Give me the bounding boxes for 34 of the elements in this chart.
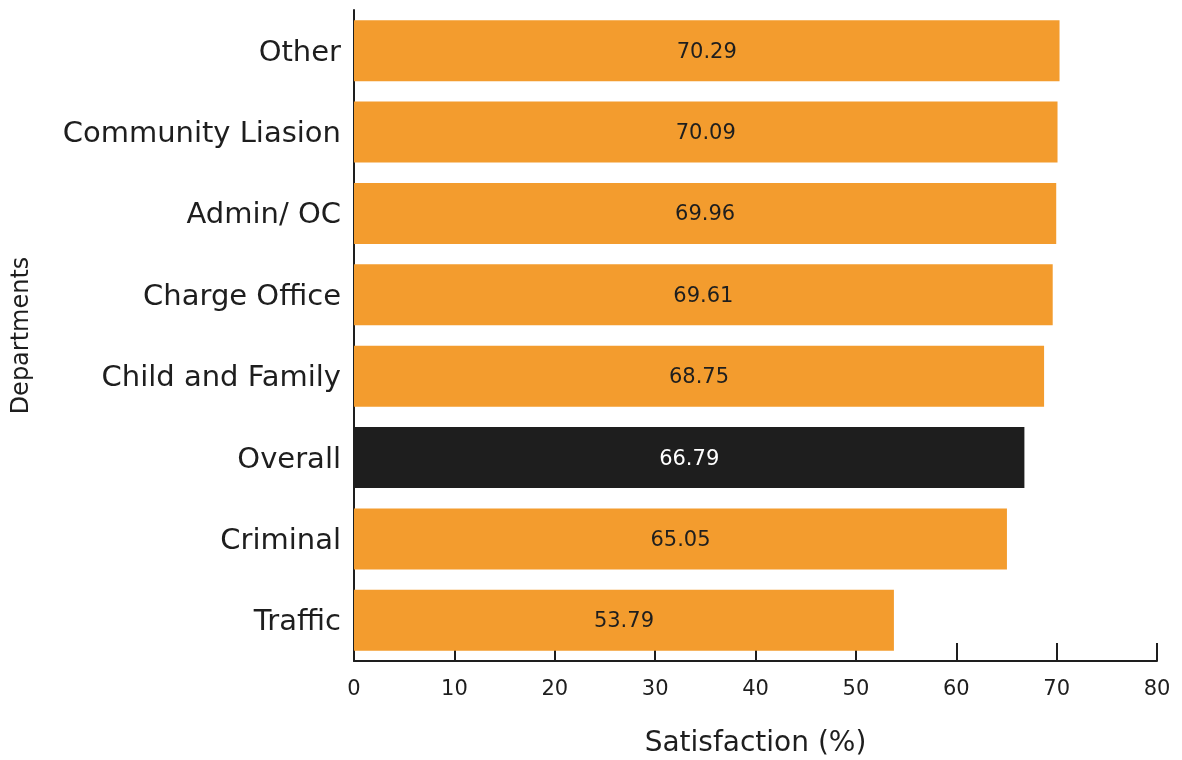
bar <box>354 182 1057 244</box>
y-axis-title: Departments <box>6 256 34 415</box>
bar <box>354 508 1007 570</box>
y-tick-label: Traffic <box>252 603 341 638</box>
data-label: 66.79 <box>659 445 720 470</box>
y-tick-label: Community Liasion <box>62 115 341 150</box>
data-label: 53.79 <box>593 608 655 633</box>
x-tick-label: 70 <box>1043 675 1070 700</box>
y-tick-label: Criminal <box>220 521 341 556</box>
bar <box>354 345 1045 407</box>
y-tick-label: Admin/ OC <box>186 196 341 231</box>
x-tick-label: 30 <box>641 675 669 700</box>
data-label: 65.05 <box>650 526 711 551</box>
x-tick-label: 50 <box>842 675 870 700</box>
x-tick-label: 20 <box>541 675 569 700</box>
bar <box>354 20 1060 82</box>
bar <box>354 264 1053 326</box>
bar <box>354 589 894 651</box>
y-tick-label: Charge Office <box>143 277 341 312</box>
y-tick-label: Child and Family <box>101 359 341 394</box>
x-tick-label: 40 <box>742 675 769 700</box>
x-tick-label: 60 <box>942 675 970 700</box>
bar <box>354 101 1058 163</box>
x-tick-label: 80 <box>1143 675 1171 700</box>
y-tick-label: Overall <box>237 440 341 475</box>
y-tick-label: Other <box>258 33 342 68</box>
x-axis-title: Satisfaction (%) <box>644 724 867 758</box>
x-tick-label: 10 <box>441 675 468 700</box>
data-label: 69.61 <box>673 282 734 307</box>
x-tick-label: 0 <box>347 675 361 700</box>
data-label: 68.75 <box>668 364 730 389</box>
data-label: 70.29 <box>676 38 737 63</box>
data-label: 70.09 <box>675 120 736 145</box>
data-label: 69.96 <box>675 201 736 226</box>
